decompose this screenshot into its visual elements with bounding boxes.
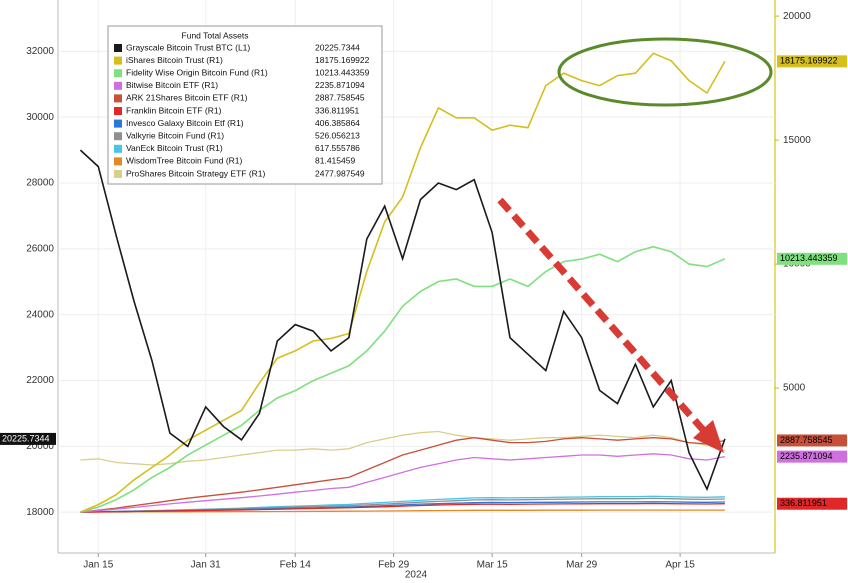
end-label: 2235.871094 [780,451,833,461]
series-line [80,437,726,513]
y-tick-label: 28000 [26,178,54,189]
y-tick-label: 22000 [26,375,54,386]
y-tick-label: 30000 [26,112,54,123]
end-label-box [777,434,847,447]
legend-title: Fund Total Assets [182,30,249,40]
end-label-box [777,450,847,463]
series-line [80,453,726,513]
trend-arrow-head [693,420,724,453]
y2-tick-label: 20000 [783,11,811,22]
legend-value: 336.811951 [315,105,360,115]
legend-label: Invesco Galaxy Bitcoin Etf (R1) [126,118,244,128]
legend-value: 617.555786 [315,143,360,153]
end-label: 20225.7344 [2,433,50,443]
legend-value: 81.415459 [315,156,355,166]
legend-swatch [114,94,122,103]
end-label: 10213.443359 [780,253,838,263]
series-line [80,430,726,466]
y2-tick-label: 15000 [783,135,811,146]
y-tick-label: 32000 [26,46,54,57]
legend-value: 2887.758545 [315,93,365,103]
x-tick-label: Feb 14 [280,560,312,571]
legend-swatch [114,170,122,178]
x-tick-label: Mar 15 [477,560,509,571]
legend-label: ProShares Bitcoin Strategy ETF (R1) [126,168,266,178]
end-label-box [777,252,847,265]
legend-value: 10213.443359 [315,67,370,77]
x-tick-label: Feb 29 [378,560,410,571]
legend-value: 18175.169922 [315,55,370,65]
legend-swatch [114,144,122,153]
legend-swatch [114,56,122,65]
series-line [80,52,726,513]
legend-label: Bitwise Bitcoin ETF (R1) [126,80,218,90]
legend-label: WisdomTree Bitcoin Fund (R1) [126,156,243,166]
trend-arrow [497,197,715,443]
y-tick-label: 20000 [26,441,54,452]
series-line [79,149,726,492]
legend-swatch [114,157,122,166]
end-label-box [777,497,847,510]
legend-label: ARK 21Shares Bitcoin ETF (R1) [126,93,248,103]
legend-label: VanEck Bitcoin Trust (R1) [126,143,223,153]
legend-box [107,25,383,185]
legend-label: Valkyrie Bitcoin Fund (R1) [126,130,224,140]
x-tick-label: Jan 15 [83,560,113,571]
y-tick-label: 24000 [26,309,54,320]
y2-tick-label: 5000 [783,383,806,394]
legend-swatch [114,119,122,128]
x-axis-label: 2024 [405,570,428,581]
legend-swatch [114,81,122,90]
x-tick-label: Apr 15 [665,560,695,571]
end-label-box [0,432,56,445]
y-tick-label: 26000 [26,243,54,254]
legend-swatch [114,44,122,52]
legend-swatch [114,107,122,115]
legend-label: iShares Bitcoin Trust (R1) [126,55,223,65]
highlight-ellipse [557,37,773,107]
legend-label: Grayscale Bitcoin Trust BTC (L1) [126,42,250,52]
end-label-box [777,55,847,68]
legend-label: Franklin Bitcoin ETF (R1) [126,105,222,115]
legend-swatch [114,69,122,78]
x-tick-label: Mar 29 [566,560,598,571]
legend-swatch [114,132,122,141]
end-label: 2887.758545 [780,435,833,445]
legend-value: 406.385864 [315,118,360,128]
series-line [80,502,725,513]
y-tick-label: 18000 [26,507,54,518]
series-line [80,509,725,513]
series-line [80,245,726,513]
end-label: 336.811951 [780,498,827,508]
legend-value: 2235.871094 [315,80,365,90]
end-label: 18175.169922 [780,56,838,66]
x-tick-label: Jan 31 [191,560,221,571]
legend-label: Fidelity Wise Origin Bitcoin Fund (R1) [126,67,268,77]
legend-value: 2477.987549 [315,168,365,178]
legend-value: 20225.7344 [315,42,360,52]
legend-value: 526.056213 [315,130,360,140]
